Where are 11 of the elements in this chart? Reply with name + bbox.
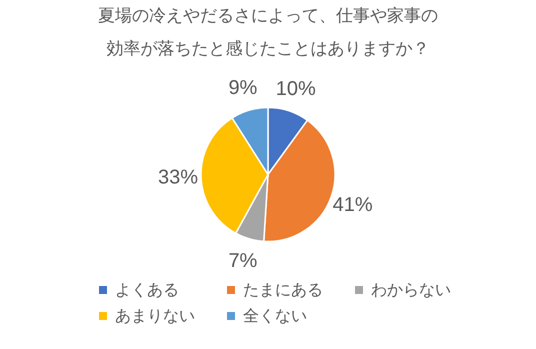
legend-label: わからない (371, 282, 451, 299)
data-label: 33% (158, 166, 198, 188)
chart-title: 夏場の冷えやだるさによって、仕事や家事の効率が落ちたと感じたことはありますか？ (98, 6, 438, 58)
data-label: 9% (228, 77, 258, 100)
legend-label: たまにある (243, 282, 323, 299)
data-label: 41% (332, 194, 373, 216)
legend-label: よくある (115, 282, 179, 299)
data-label: 10% (276, 78, 316, 100)
legend-label: 全くない (243, 308, 307, 325)
legend-label: あまりない (115, 308, 195, 325)
data-label: 7% (228, 250, 258, 272)
